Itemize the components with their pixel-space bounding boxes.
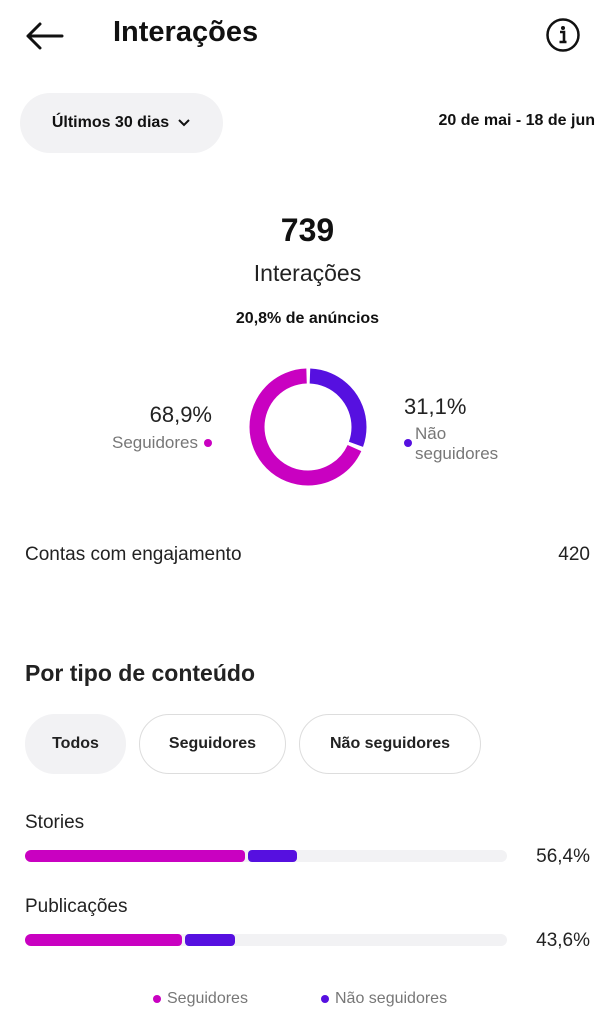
non-followers-dot-icon <box>404 439 412 447</box>
arrow-left-icon[interactable] <box>24 20 64 52</box>
chip-all[interactable]: Todos <box>25 714 126 774</box>
donut-segment-non-followers <box>249 368 367 486</box>
stories-bar-followers <box>25 850 246 862</box>
engaged-accounts-value: 420 <box>558 544 590 565</box>
followers-dot-icon <box>204 439 212 447</box>
stories-percent: 56,4% <box>536 846 590 867</box>
legend-non-followers: Não seguidores <box>321 990 447 1008</box>
date-range-label: Últimos 30 dias <box>51 114 170 131</box>
stories-bar <box>25 850 507 862</box>
chevron-down-icon <box>178 119 190 127</box>
engaged-accounts-label: Contas com engajamento <box>25 544 242 565</box>
posts-percent: 43,6% <box>536 930 590 951</box>
info-icon[interactable] <box>545 17 581 53</box>
chip-non-followers[interactable]: Não seguidores <box>299 714 481 774</box>
date-range-text: 20 de mai - 18 de jun <box>438 112 596 129</box>
legend-followers: Seguidores <box>153 990 248 1008</box>
legend-followers-label: Seguidores <box>167 990 248 1007</box>
content-type-heading: Por tipo de conteúdo <box>25 660 255 686</box>
posts-bar-non-followers <box>184 934 236 946</box>
posts-bar-followers <box>25 934 182 946</box>
legend-followers-dot-icon <box>153 995 161 1003</box>
date-range-dropdown[interactable]: Últimos 30 dias <box>20 93 223 153</box>
non-followers-label-2: seguidores <box>415 444 499 463</box>
chip-followers[interactable]: Seguidores <box>139 714 286 774</box>
followers-percent: 68,9% <box>149 402 212 427</box>
row-label-posts: Publicações <box>25 896 128 917</box>
ads-percentage: 20,8% de anúncios <box>235 310 380 327</box>
non-followers-label-1: Não <box>415 424 447 443</box>
legend-non-followers-dot-icon <box>321 995 329 1003</box>
page-title: Interações <box>113 16 259 48</box>
followers-label: Seguidores <box>111 433 198 452</box>
total-interactions: 739 <box>280 212 335 248</box>
stories-bar-non-followers <box>248 850 297 862</box>
row-label-stories: Stories <box>25 812 85 833</box>
donut-chart <box>249 368 367 486</box>
posts-bar <box>25 934 507 946</box>
non-followers-percent: 31,1% <box>404 394 467 419</box>
total-label: Interações <box>253 260 362 286</box>
donut-segment-followers <box>249 368 367 486</box>
legend-non-followers-label: Não seguidores <box>335 990 448 1007</box>
